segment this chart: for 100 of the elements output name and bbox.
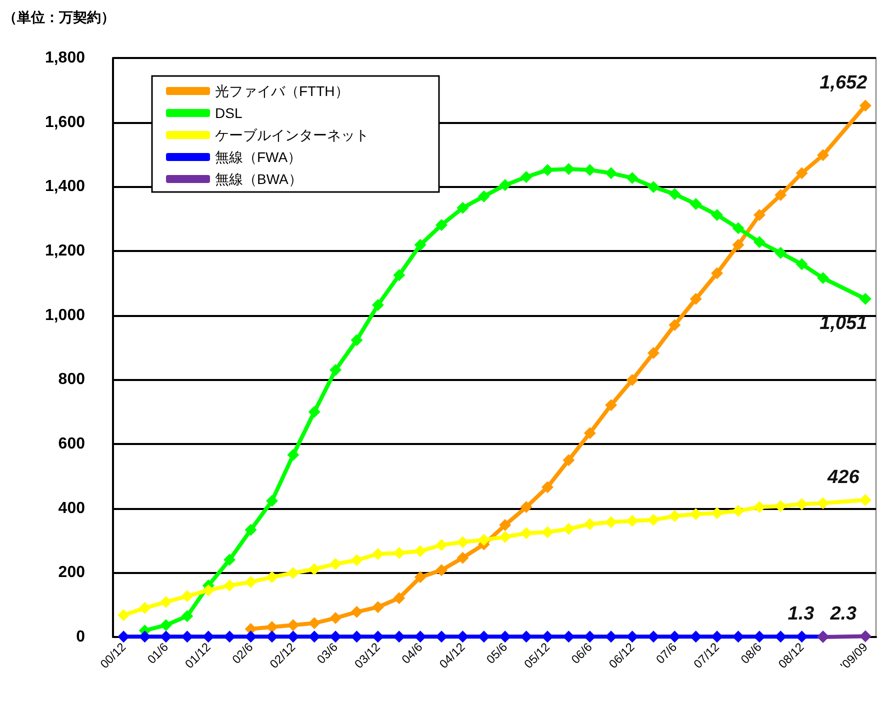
point: [520, 171, 532, 184]
point: [478, 190, 490, 202]
point: [668, 188, 681, 200]
x-tick-label: 03/6: [314, 640, 341, 666]
point: [732, 504, 744, 517]
legend-label: ケーブルインターネット: [215, 127, 369, 143]
y-tick-label: 0: [76, 628, 86, 646]
x-tick-label: 07/6: [653, 640, 680, 666]
point: [244, 576, 257, 588]
point: [414, 238, 426, 251]
point: [499, 179, 512, 192]
point: [817, 497, 830, 510]
x-tick-label: 04/6: [398, 640, 426, 666]
data-label: 1,051: [820, 312, 868, 334]
point: [796, 167, 808, 180]
point: [520, 527, 532, 540]
y-tick-label: 1,000: [44, 306, 86, 324]
point: [859, 100, 872, 112]
point: [562, 454, 575, 466]
point: [859, 292, 872, 305]
point: [266, 494, 278, 507]
point: [266, 571, 278, 584]
point: [456, 552, 469, 564]
point: [393, 269, 406, 282]
y-tick-label: 1,600: [44, 114, 86, 131]
point: [414, 571, 426, 584]
point: [647, 346, 660, 359]
point: [393, 547, 406, 560]
point: [753, 236, 766, 248]
point: [393, 592, 406, 604]
y-tick-label: 1,800: [44, 50, 86, 66]
point: [202, 584, 214, 596]
point: [668, 318, 681, 331]
legend-label: 無線（BWA）: [215, 171, 302, 187]
y-axis-title: （単位：万契約）: [3, 9, 115, 25]
point: [350, 554, 363, 566]
point: [562, 162, 575, 175]
point: [605, 399, 618, 412]
point: [181, 610, 194, 622]
point: [330, 612, 342, 624]
point: [817, 149, 830, 162]
point: [520, 501, 532, 514]
point: [796, 498, 808, 510]
x-tick-label: 01/6: [144, 640, 172, 666]
point: [456, 536, 469, 548]
point: [626, 172, 638, 184]
x-tick-label: 02/6: [229, 640, 256, 666]
point: [160, 596, 172, 608]
point: [774, 189, 787, 202]
point: [774, 500, 787, 512]
point: [308, 563, 320, 576]
point: [287, 566, 300, 579]
point: [330, 364, 342, 376]
point: [160, 619, 172, 632]
legend-label: DSL: [215, 105, 242, 121]
y-tick-label: 1,400: [44, 178, 86, 196]
point: [330, 558, 342, 570]
y-tick-label: 600: [58, 436, 86, 452]
point: [562, 522, 575, 535]
point: [711, 507, 724, 520]
point: [690, 292, 702, 305]
data-label: 1,652: [820, 72, 868, 94]
point: [732, 238, 744, 251]
point: [753, 501, 766, 514]
data-label: 426: [826, 466, 860, 488]
y-tick-label: 1,200: [44, 242, 86, 260]
point: [711, 267, 724, 280]
point: [224, 580, 236, 592]
point: [181, 590, 194, 602]
point: [372, 299, 384, 312]
point: [626, 374, 638, 386]
point: [456, 202, 469, 214]
point: [541, 164, 554, 176]
point: [478, 534, 490, 546]
point: [605, 167, 618, 180]
point: [436, 218, 448, 231]
x-tick-label: 06/6: [568, 640, 596, 666]
point: [287, 619, 300, 632]
point: [647, 180, 660, 193]
point: [118, 609, 130, 622]
point: [499, 519, 512, 532]
point: [372, 601, 384, 614]
point: [308, 406, 320, 418]
point: [541, 481, 554, 494]
x-tick-label: 08/6: [738, 640, 765, 666]
point: [584, 518, 596, 530]
legend-label: 光ファイバ（FTTH）: [215, 83, 349, 99]
point: [350, 606, 363, 618]
data-label: 1.3: [788, 604, 815, 625]
point: [732, 222, 744, 234]
point: [287, 448, 300, 461]
legend-label: 無線（FWA）: [215, 149, 302, 165]
point: [711, 208, 724, 221]
y-tick-label: 800: [58, 371, 86, 388]
point: [436, 539, 448, 552]
point: [138, 602, 151, 614]
point: [796, 258, 808, 270]
data-label: 2.3: [829, 603, 858, 624]
y-tick-label: 200: [58, 564, 86, 582]
point: [584, 427, 596, 440]
